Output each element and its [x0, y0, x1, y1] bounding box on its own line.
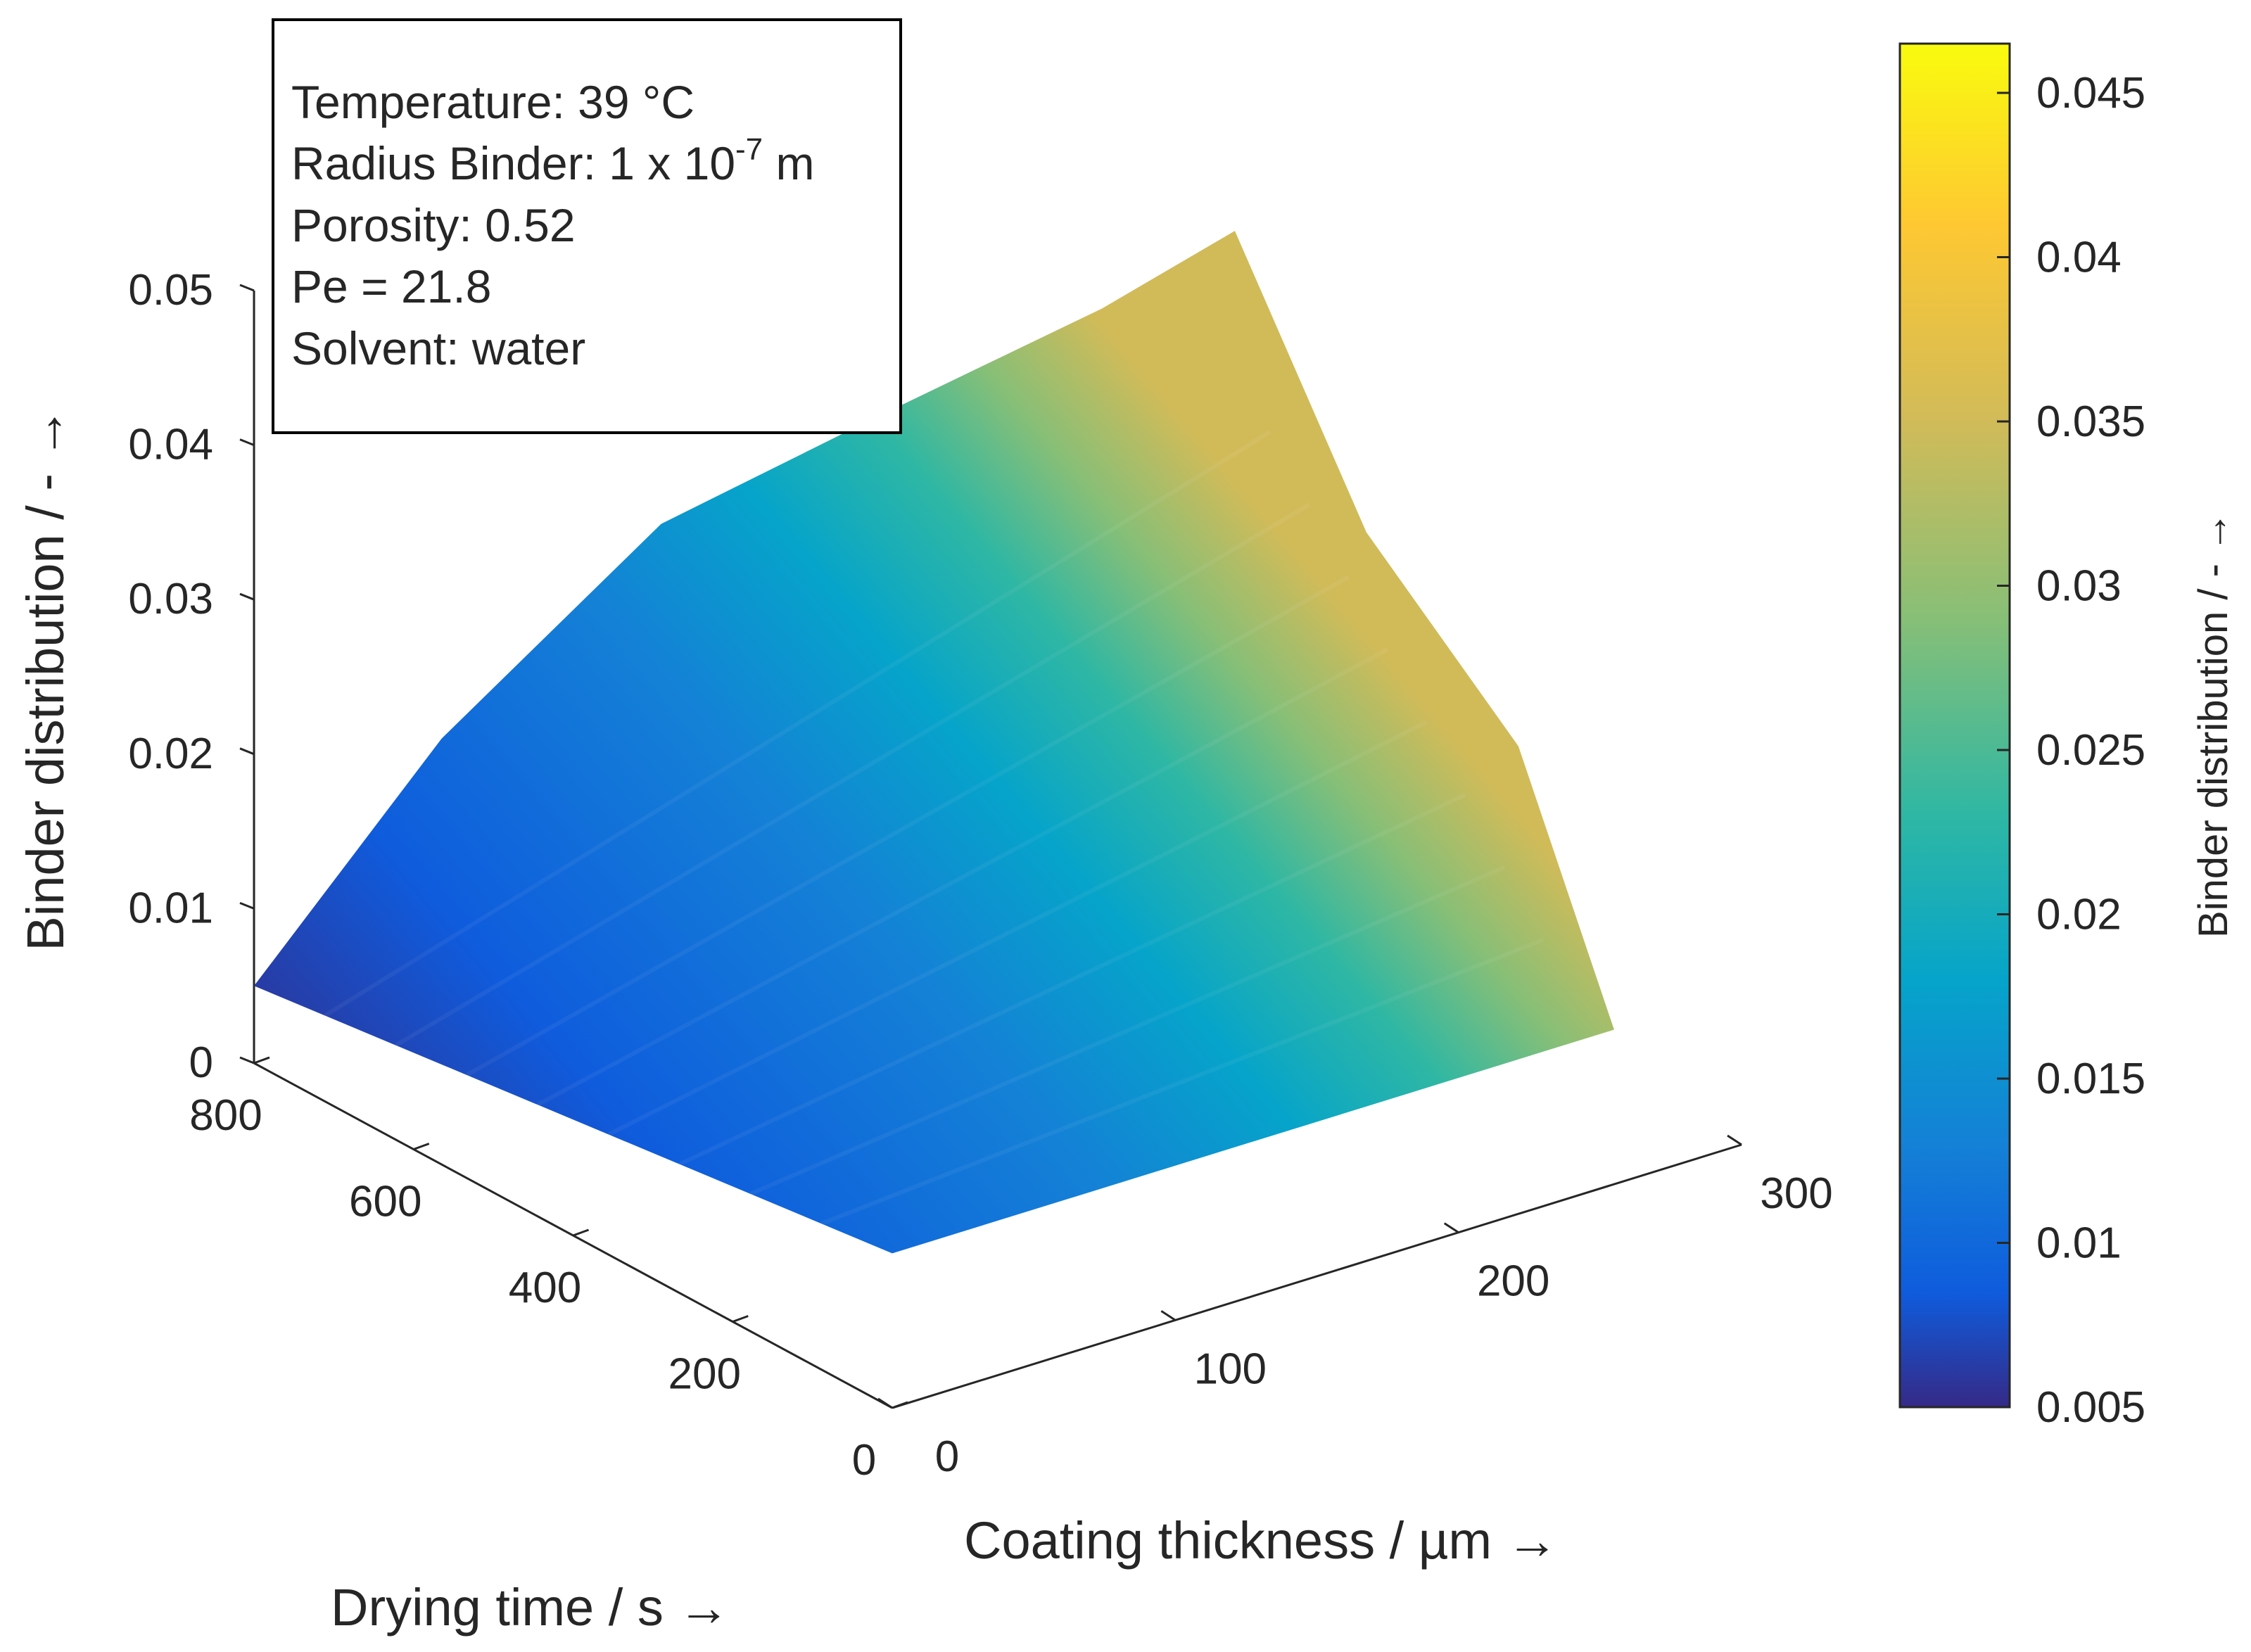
- y-tick: [253, 1056, 270, 1065]
- colorbar-tick-label: 0.035: [2036, 398, 2145, 446]
- y-tick-label: 400: [509, 1264, 581, 1312]
- z-tick-label: 0.03: [128, 575, 213, 623]
- y-axis-title: Drying time / s →: [331, 1578, 730, 1637]
- colorbar-tick-label: 0.03: [2036, 562, 2122, 611]
- x-tick: [877, 1397, 893, 1409]
- z-tick-label: 0.04: [128, 421, 213, 469]
- z-tick-label: 0.01: [128, 884, 213, 932]
- z-tick: [239, 438, 255, 446]
- y-tick-label: 600: [349, 1178, 421, 1226]
- z-axis-title: Binder distribution / - →: [16, 407, 75, 951]
- annotation-line: Porosity: 0.52: [291, 199, 576, 251]
- x-tick-label: 100: [1194, 1345, 1267, 1393]
- labels-layer: 0100200300020040060080000.010.020.030.04…: [16, 69, 2236, 1637]
- colorbar: [1898, 42, 2011, 1409]
- x-axis-line: [892, 1143, 1742, 1409]
- annotation-frame: [272, 18, 902, 434]
- axes-layer: [239, 284, 1742, 1409]
- z-tick: [239, 902, 255, 910]
- binder-surface: [254, 231, 1614, 1254]
- annotation-line: Solvent: water: [291, 322, 585, 374]
- y-tick: [413, 1143, 430, 1150]
- colorbar-tick-label: 0.015: [2036, 1055, 2145, 1103]
- z-tick: [239, 592, 255, 601]
- colorbar-tick-label: 0.025: [2036, 726, 2145, 775]
- colorbar-tick-label: 0.045: [2036, 69, 2145, 117]
- surface-layer: [254, 231, 1614, 1254]
- colorbar-title: Binder distribution / - →: [2190, 512, 2236, 938]
- y-tick-label: 200: [668, 1350, 741, 1399]
- surface-band: [465, 575, 1350, 1077]
- surface-band: [749, 865, 1505, 1196]
- surface-band: [536, 647, 1388, 1107]
- colorbar-layer: [1898, 42, 2011, 1409]
- z-tick-label: 0: [189, 1038, 213, 1087]
- y-tick-label: 0: [852, 1436, 876, 1485]
- surface-band: [607, 720, 1428, 1137]
- annotation-line: Pe = 21.8: [291, 260, 491, 312]
- colorbar-tick-label: 0.005: [2036, 1383, 2145, 1432]
- x-tick: [1727, 1134, 1742, 1146]
- z-tick: [239, 284, 255, 292]
- x-tick-label: 200: [1477, 1257, 1549, 1306]
- x-tick: [1160, 1310, 1177, 1321]
- y-tick: [892, 1401, 908, 1409]
- radius-exponent: -7: [735, 132, 763, 167]
- y-tick-label: 800: [189, 1091, 262, 1140]
- radius-unit: m: [763, 137, 814, 189]
- annotation-line: Radius Binder: 1 x 10-7 m: [291, 132, 814, 189]
- colorbar-tick-label: 0.04: [2036, 234, 2122, 282]
- colorbar-tick-label: 0.02: [2036, 891, 2122, 939]
- surface-band: [324, 430, 1272, 1017]
- surface-band: [820, 938, 1545, 1226]
- y-tick: [572, 1228, 590, 1237]
- y-tick: [732, 1315, 749, 1323]
- x-tick: [1443, 1222, 1459, 1233]
- z-tick-label: 0.05: [128, 266, 213, 314]
- z-tick-label: 0.02: [128, 730, 213, 778]
- z-tick: [239, 1056, 255, 1065]
- annotation-line: Temperature: 39 °C: [291, 76, 695, 128]
- x-axis-title: Coating thickness / µm →: [964, 1511, 1559, 1570]
- surface-band: [678, 792, 1466, 1167]
- z-tick: [239, 747, 255, 756]
- surface-band: [395, 502, 1311, 1048]
- colorbar-tick-label: 0.01: [2036, 1219, 2122, 1268]
- x-tick-label: 300: [1760, 1169, 1832, 1218]
- x-tick-label: 0: [935, 1432, 959, 1481]
